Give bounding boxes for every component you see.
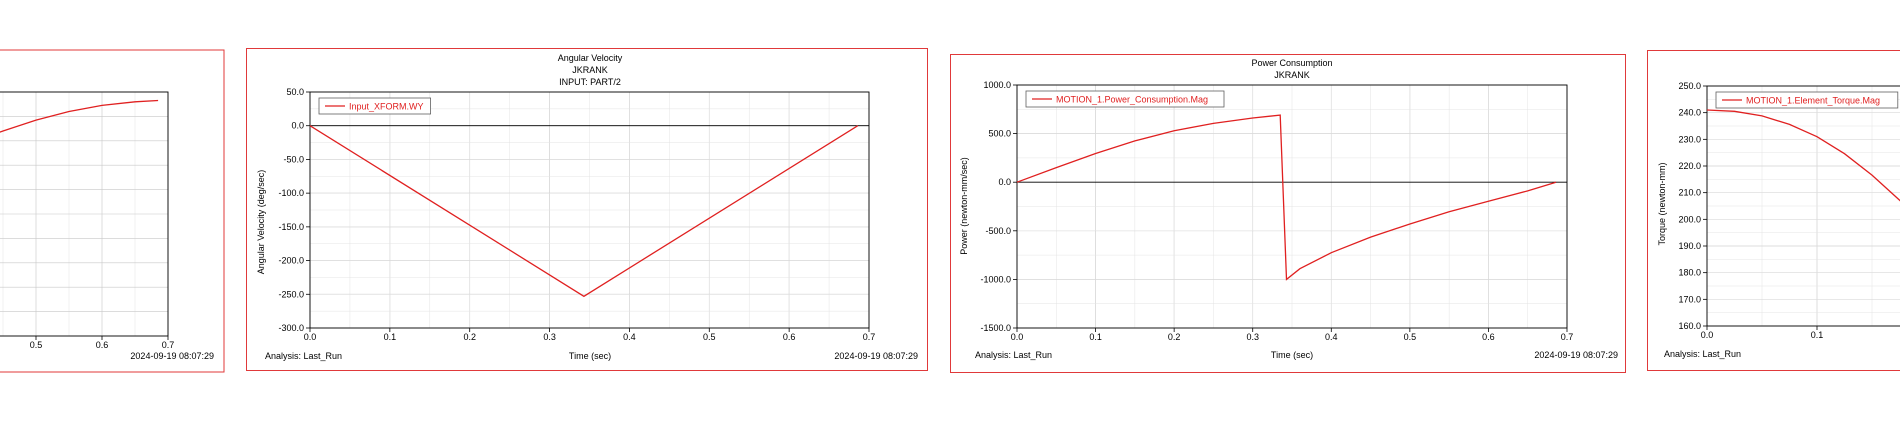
chart-title-line-3: INPUT: PART/2 bbox=[559, 77, 621, 87]
chart-title-line-1: Angular Velocity bbox=[558, 53, 623, 63]
plot-frame bbox=[309, 91, 870, 329]
x-tick-label: 0.6 bbox=[783, 332, 796, 342]
legend-box bbox=[1025, 90, 1225, 108]
y-tick-label: 0.0 bbox=[291, 121, 304, 131]
legend-label: MOTION_1.Power_Consumption.Mag bbox=[1056, 95, 1208, 105]
y-tick-label: 200.0 bbox=[1678, 214, 1701, 224]
panel-frame bbox=[950, 54, 1626, 373]
x-tick-label: 0.1 bbox=[1811, 330, 1824, 340]
analysis-label: Analysis: Last_Run bbox=[1664, 349, 1741, 359]
plot-panel-1: 0.5 0.6 0.7 2024-09-19 08:07:29 bbox=[0, 49, 225, 373]
x-tick-label: 0.0 bbox=[1011, 332, 1024, 342]
x-tick-label: 0.6 bbox=[96, 340, 109, 350]
legend-box bbox=[1715, 91, 1899, 109]
chart-title-line-1: Power Consumption bbox=[1251, 58, 1332, 68]
y-tick-label: -500.0 bbox=[985, 226, 1011, 236]
x-tick-label: 0.5 bbox=[1404, 332, 1417, 342]
plot-panel-power-consumption: Power Consumption JKRANK Power (newton-m… bbox=[950, 54, 1626, 373]
y-tick-label: 220.0 bbox=[1678, 161, 1701, 171]
y-tick-label: -50.0 bbox=[283, 154, 304, 164]
y-tick-label: -200.0 bbox=[278, 256, 304, 266]
x-tick-label: 0.7 bbox=[1561, 332, 1574, 342]
x-tick-label: 0.2 bbox=[463, 332, 476, 342]
x-tick-label: 0.1 bbox=[1089, 332, 1102, 342]
y-tick-label: 210.0 bbox=[1678, 188, 1701, 198]
series-line bbox=[309, 125, 859, 298]
x-tick-label: 0.3 bbox=[543, 332, 556, 342]
chart-title-line-2: JKRANK bbox=[572, 65, 608, 75]
y-tick-label: 160.0 bbox=[1678, 321, 1701, 331]
x-tick-label: 0.1 bbox=[384, 332, 397, 342]
y-tick-label: 250.0 bbox=[1678, 81, 1701, 91]
analysis-label: Analysis: Last_Run bbox=[265, 351, 342, 361]
x-tick-label: 0.5 bbox=[30, 340, 43, 350]
x-tick-label: 0.5 bbox=[703, 332, 716, 342]
x-tick-label: 0.0 bbox=[1701, 330, 1714, 340]
legend-label: Input_XFORM.WY bbox=[349, 102, 424, 112]
plot-frame bbox=[1016, 84, 1568, 329]
y-tick-label: 180.0 bbox=[1678, 268, 1701, 278]
x-tick-label: 0.2 bbox=[1168, 332, 1181, 342]
x-axis-label: Time (sec) bbox=[569, 351, 611, 361]
y-tick-label: 0.0 bbox=[998, 177, 1011, 187]
y-tick-label: 50.0 bbox=[286, 87, 304, 97]
series-line bbox=[0, 99, 159, 133]
legend-label: MOTION_1.Element_Torque.Mag bbox=[1746, 96, 1880, 106]
series-line bbox=[1016, 114, 1557, 281]
panel-frame bbox=[0, 49, 225, 373]
y-tick-label: -1000.0 bbox=[980, 274, 1011, 284]
plot-frame bbox=[1706, 85, 1900, 327]
x-tick-label: 0.7 bbox=[863, 332, 876, 342]
series-line bbox=[1706, 109, 1900, 202]
chart-title-line-2: JKRANK bbox=[1274, 70, 1310, 80]
y-tick-label: -1500.0 bbox=[980, 323, 1011, 333]
plot-frame bbox=[0, 91, 169, 337]
y-tick-label: -300.0 bbox=[278, 323, 304, 333]
y-axis-label: Power (newton-mm/sec) bbox=[959, 157, 969, 255]
y-tick-label: 240.0 bbox=[1678, 108, 1701, 118]
y-tick-label: 500.0 bbox=[988, 129, 1011, 139]
analysis-label: Analysis: Last_Run bbox=[975, 350, 1052, 360]
x-tick-label: 0.4 bbox=[1325, 332, 1338, 342]
plot-panel-torque: Torque (newton-mm) 0.00.10.2250.0240.023… bbox=[1647, 50, 1900, 371]
panel-frame bbox=[246, 48, 928, 371]
y-tick-label: 1000.0 bbox=[983, 80, 1011, 90]
plot-panel-angular-velocity: Angular Velocity JKRANK INPUT: PART/2 An… bbox=[246, 48, 928, 371]
timestamp: 2024-09-19 08:07:29 bbox=[130, 351, 214, 361]
x-tick-label: 0.3 bbox=[1246, 332, 1259, 342]
y-axis-label: Torque (newton-mm) bbox=[1657, 162, 1667, 245]
legend-box bbox=[318, 97, 431, 115]
x-tick-label: 0.7 bbox=[162, 340, 175, 350]
timestamp: 2024-09-19 08:07:29 bbox=[834, 351, 918, 361]
y-tick-label: -250.0 bbox=[278, 289, 304, 299]
x-tick-label: 0.4 bbox=[623, 332, 636, 342]
x-axis-label: Time (sec) bbox=[1271, 350, 1313, 360]
x-tick-label: 0.6 bbox=[1482, 332, 1495, 342]
y-axis-label: Angular Velocity (deg/sec) bbox=[256, 170, 266, 275]
y-tick-label: -100.0 bbox=[278, 188, 304, 198]
y-tick-label: 190.0 bbox=[1678, 241, 1701, 251]
y-tick-label: 170.0 bbox=[1678, 294, 1701, 304]
timestamp: 2024-09-19 08:07:29 bbox=[1534, 350, 1618, 360]
y-tick-label: 230.0 bbox=[1678, 134, 1701, 144]
x-tick-label: 0.0 bbox=[304, 332, 317, 342]
y-tick-label: -150.0 bbox=[278, 222, 304, 232]
